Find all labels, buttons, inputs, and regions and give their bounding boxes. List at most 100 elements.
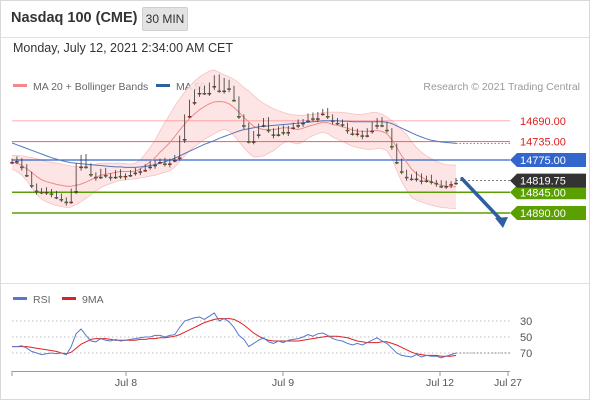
candle	[227, 79, 231, 93]
candle	[29, 171, 34, 189]
chart-header: Nasdaq 100 (CME) 30 MIN	[0, 0, 590, 38]
candle	[242, 114, 246, 130]
candle-up	[350, 133, 355, 135]
candle	[217, 74, 222, 93]
candle-down	[177, 157, 182, 159]
candle	[454, 177, 458, 185]
candle	[350, 127, 355, 136]
candle	[306, 113, 310, 123]
candle	[79, 154, 83, 171]
candle	[419, 173, 424, 185]
candle	[182, 114, 187, 143]
candle-down	[79, 166, 83, 169]
candle	[237, 96, 241, 119]
candle-down	[256, 134, 261, 136]
candle-down	[355, 133, 360, 135]
candle	[212, 75, 217, 90]
ma20-legend-swatch	[13, 84, 27, 87]
candle	[434, 179, 439, 187]
candle	[148, 161, 152, 170]
level-label-box	[510, 185, 586, 200]
rsi-legend-label: RSI	[33, 294, 51, 306]
candle	[187, 99, 192, 119]
instrument-title: Nasdaq 100 (CME)	[11, 10, 138, 26]
candle	[281, 125, 286, 136]
candle-up	[281, 132, 286, 134]
level-label: 14690.00	[520, 116, 566, 128]
candle-down	[44, 192, 49, 194]
candle-down	[291, 127, 296, 129]
candle	[197, 86, 202, 97]
candle	[325, 107, 330, 119]
candle-down	[424, 180, 429, 182]
candle	[153, 160, 157, 169]
candle-up	[390, 145, 394, 148]
candle-down	[375, 125, 379, 127]
candle-up	[325, 116, 330, 118]
candle-down	[187, 116, 192, 118]
candle	[345, 122, 350, 134]
candle	[118, 169, 123, 179]
candle	[424, 175, 429, 183]
candle	[266, 117, 271, 133]
candle-down	[316, 118, 320, 120]
candle-down	[69, 201, 73, 204]
candle-up	[345, 129, 350, 132]
rsi-level-label: 70	[520, 348, 532, 360]
candle-up	[409, 178, 414, 181]
candle	[390, 128, 394, 150]
candle-down	[449, 184, 453, 186]
candle-down	[168, 163, 172, 165]
candle-up	[108, 176, 113, 179]
candle-up	[39, 192, 44, 194]
candle-up	[335, 122, 340, 125]
candle	[54, 190, 59, 200]
candle-up	[29, 185, 34, 187]
candle-up	[59, 198, 64, 201]
candle	[276, 126, 281, 137]
candle-down	[128, 175, 133, 177]
candle	[138, 168, 143, 176]
candle	[286, 125, 291, 137]
candle-down	[365, 135, 370, 137]
rsi-line	[12, 312, 457, 359]
candle	[370, 121, 374, 134]
candle-down	[444, 186, 448, 188]
candle	[15, 156, 19, 165]
candle-down	[306, 120, 310, 123]
candle-up	[404, 176, 409, 179]
candle-up	[163, 163, 167, 165]
candle	[10, 158, 14, 165]
candle-up	[237, 116, 241, 118]
candle	[25, 164, 29, 178]
candles	[10, 74, 458, 206]
candle	[414, 171, 419, 182]
bollinger-band	[12, 70, 456, 209]
candle-down	[301, 122, 305, 125]
candle	[123, 173, 128, 180]
candle	[98, 168, 103, 179]
candle	[429, 174, 434, 185]
candle-up	[34, 190, 39, 193]
candle	[177, 135, 182, 161]
x-tick-label: Jul 8	[115, 377, 137, 389]
bollinger-upper-line	[11, 128, 456, 209]
candle	[409, 174, 414, 181]
level-label: 14775.00	[520, 155, 566, 167]
level-label-box	[510, 173, 586, 188]
candle-down	[261, 125, 266, 127]
candle	[222, 77, 226, 94]
candle-up	[54, 197, 59, 199]
candle	[158, 158, 162, 165]
candle	[335, 118, 340, 125]
candle-down	[143, 169, 148, 172]
chart-datetime: Monday, July 12, 2021 2:34:00 AM CET	[13, 41, 234, 55]
candle-down	[276, 134, 281, 136]
timeframe-button[interactable]: 30 MIN	[142, 7, 188, 31]
candle	[375, 118, 379, 130]
candle-down	[98, 176, 103, 179]
ma20-legend-label: MA 20 + Bollinger Bands	[33, 81, 148, 93]
candle-up	[89, 174, 93, 176]
